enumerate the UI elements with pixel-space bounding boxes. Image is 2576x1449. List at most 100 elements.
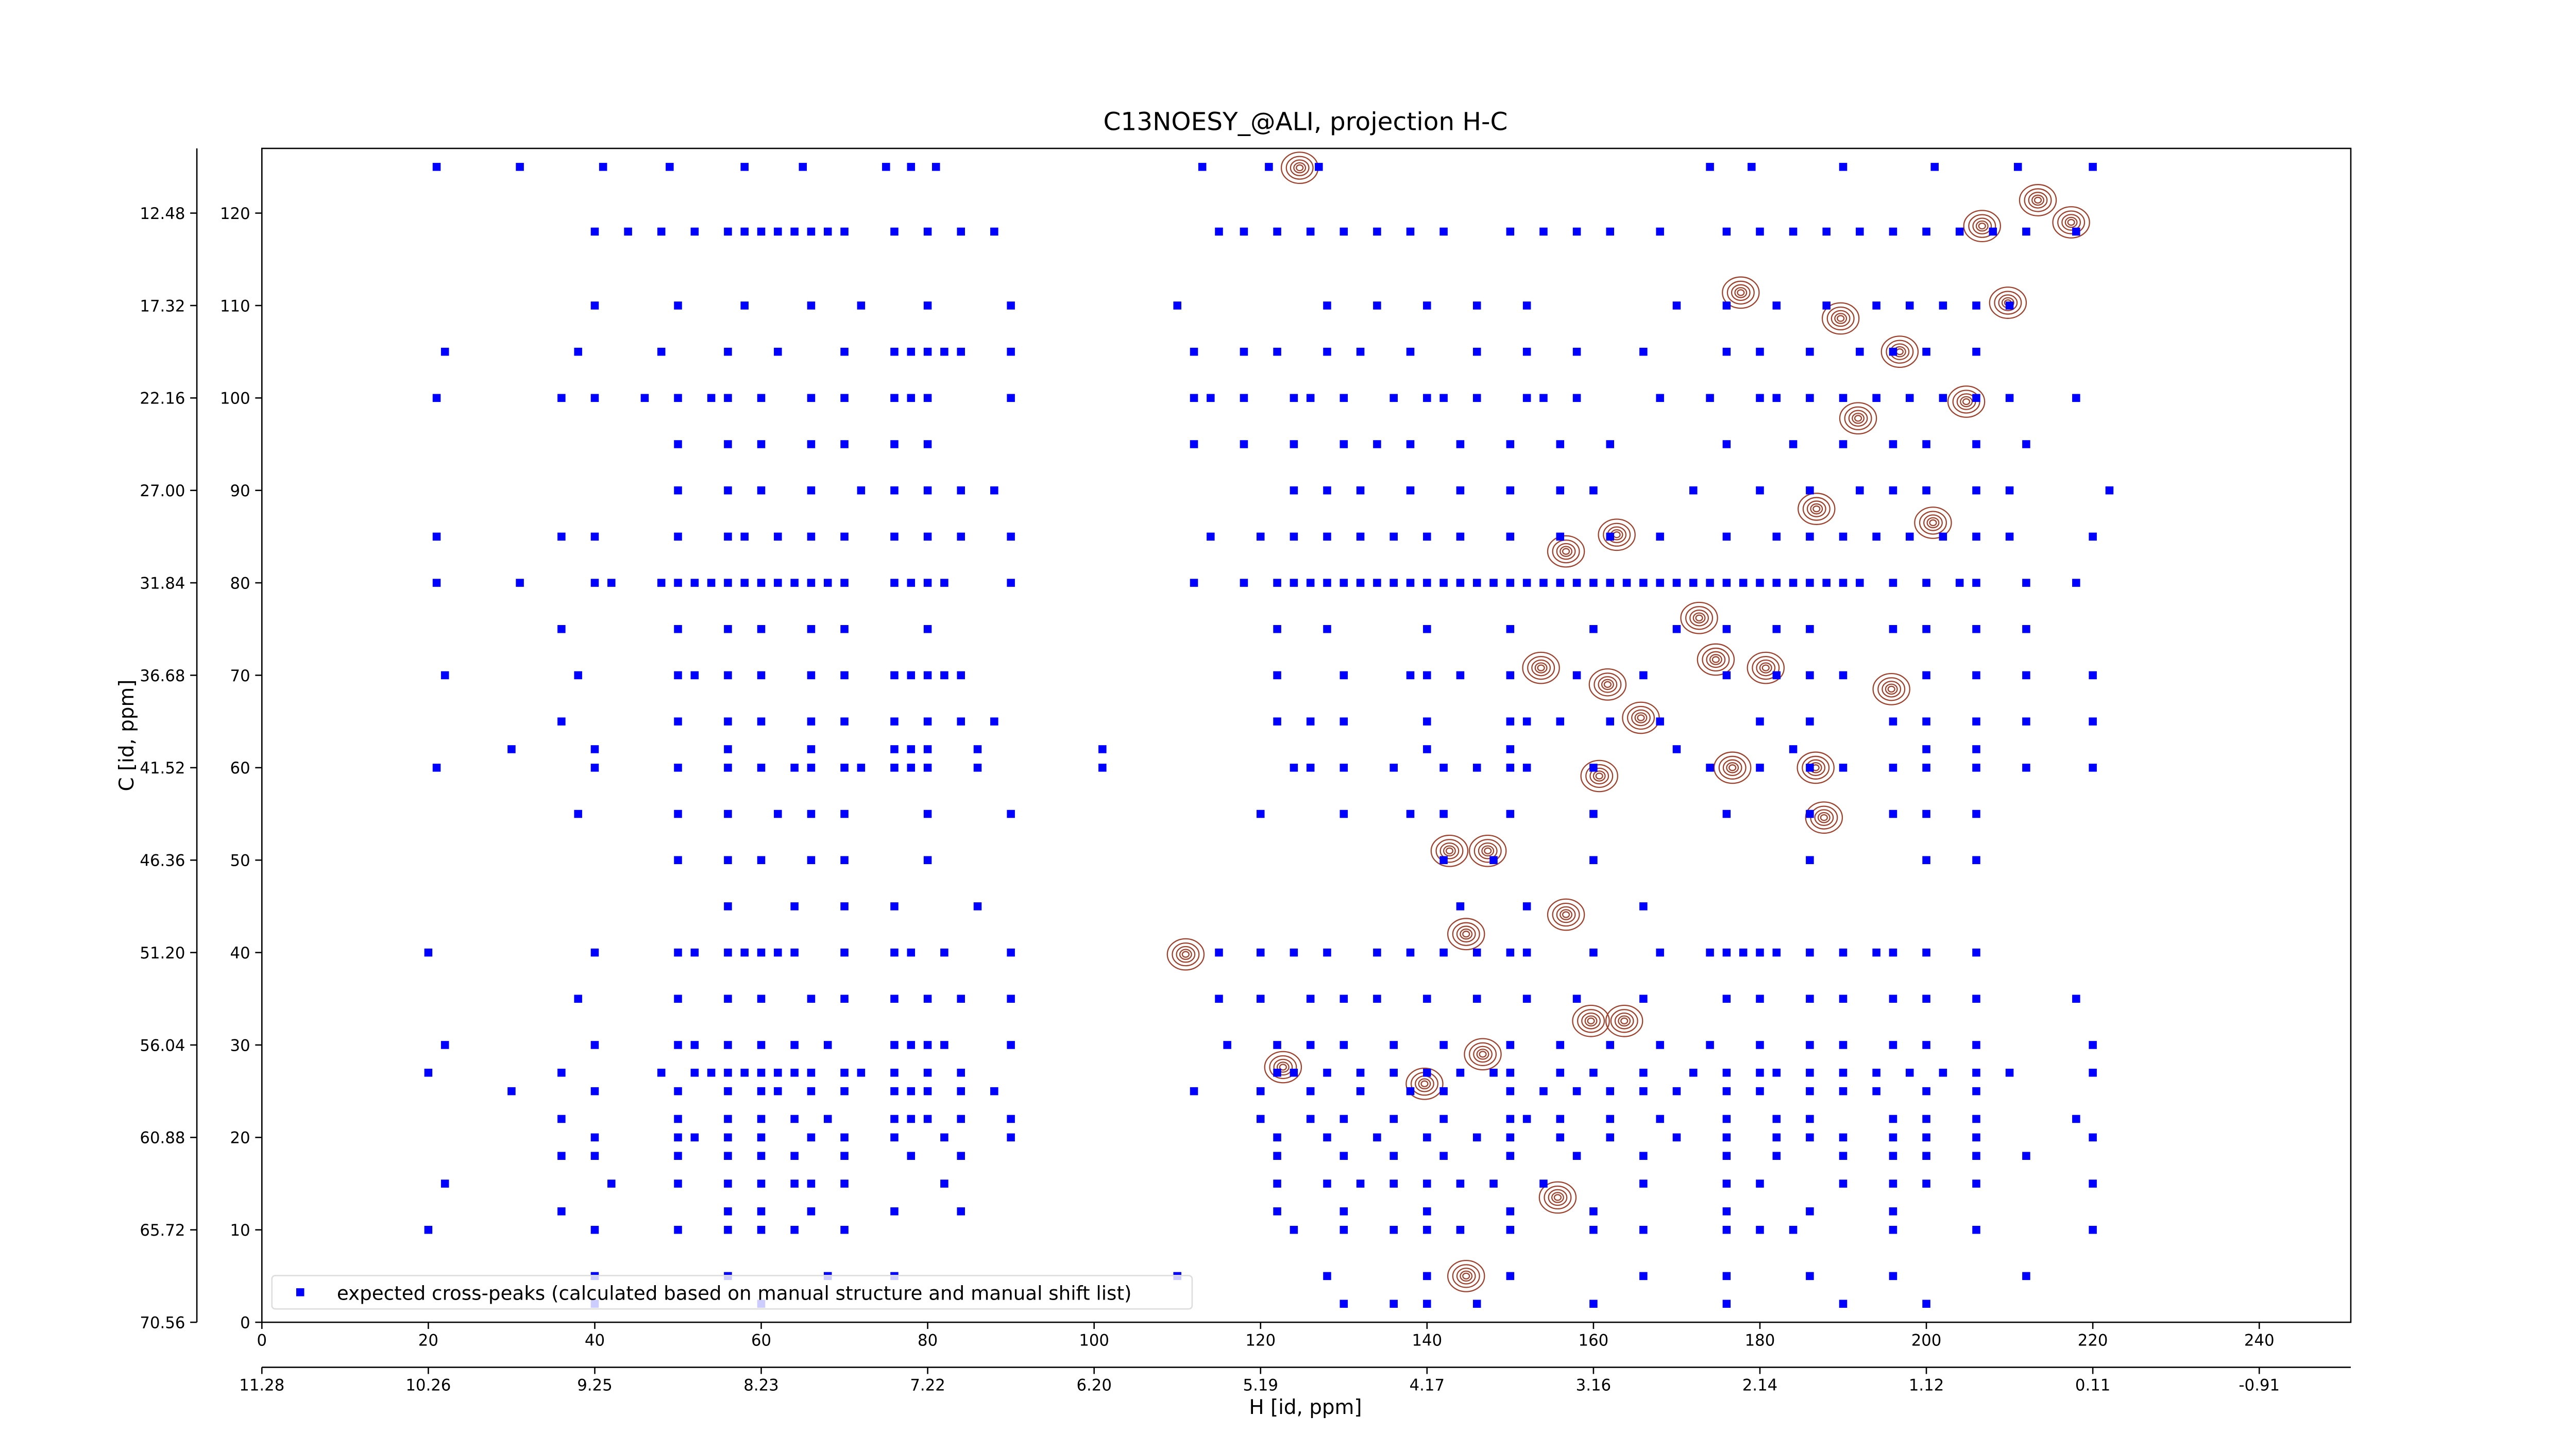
- cross-peak: [807, 1068, 816, 1077]
- cross-peak: [2022, 625, 2030, 633]
- cross-peak: [1789, 440, 1798, 448]
- cross-peak: [1340, 671, 1348, 680]
- cross-peak: [1290, 1068, 1298, 1077]
- cross-peak: [1922, 948, 1930, 957]
- cross-peak: [1340, 764, 1348, 772]
- cross-peak: [1939, 301, 1947, 310]
- cross-peak: [1672, 301, 1681, 310]
- cross-peak: [1472, 394, 1481, 402]
- c-ppm-tick-label: 46.36: [140, 852, 185, 870]
- cross-peak: [1789, 579, 1798, 587]
- cross-peak: [923, 532, 932, 541]
- cross-peak: [1789, 227, 1798, 236]
- contour-ring: [1614, 1013, 1634, 1030]
- contour-ring: [1885, 683, 1898, 695]
- cross-peak: [707, 394, 716, 402]
- contour-ring: [1172, 942, 1200, 967]
- cross-peak: [1722, 1225, 1731, 1234]
- cross-peak: [923, 856, 932, 864]
- cross-peak: [1306, 764, 1315, 772]
- cross-peak: [1889, 1225, 1897, 1234]
- contour-ring: [1581, 1013, 1601, 1030]
- contour-ring: [1882, 681, 1902, 698]
- cross-peak: [840, 1225, 849, 1234]
- contour-ring: [1814, 809, 1834, 826]
- cross-peak: [1806, 347, 1814, 356]
- cross-peak: [1772, 671, 1781, 680]
- contour-ring: [1820, 814, 1828, 821]
- cross-peak: [1323, 948, 1331, 957]
- contour-ring: [1848, 410, 1868, 427]
- contour-ring: [1759, 662, 1772, 673]
- cross-peak: [840, 856, 849, 864]
- cross-peak: [1323, 347, 1331, 356]
- cross-peak: [923, 301, 932, 310]
- cross-peak: [1356, 486, 1365, 495]
- contour-peak: [1797, 751, 1835, 784]
- contour-ring: [1914, 507, 1952, 539]
- cross-peak: [1256, 1087, 1265, 1096]
- cross-peak: [757, 1041, 766, 1049]
- cross-peak: [1706, 1041, 1714, 1049]
- contour-ring: [1695, 614, 1703, 621]
- cross-peak: [1839, 394, 1848, 402]
- cross-peak: [1190, 1087, 1198, 1096]
- cross-peak: [1606, 532, 1614, 541]
- cross-peak: [1756, 1225, 1764, 1234]
- contour-ring: [1802, 755, 1830, 780]
- cross-peak: [807, 486, 816, 495]
- cross-peak: [1922, 227, 1930, 236]
- contour-ring: [1469, 834, 1507, 867]
- cross-peak: [674, 625, 682, 633]
- contour-ring: [1547, 898, 1585, 931]
- cross-peak: [790, 1225, 799, 1234]
- cross-peak: [823, 1041, 832, 1049]
- cross-peak: [657, 227, 666, 236]
- contour-ring: [1589, 767, 1609, 785]
- cross-peak: [1806, 717, 1814, 726]
- cross-peak: [1606, 227, 1614, 236]
- cross-peak: [1639, 1152, 1648, 1160]
- cross-peak: [724, 1225, 732, 1234]
- cross-peak: [590, 394, 599, 402]
- contour-ring: [1462, 1272, 1470, 1280]
- cross-peak: [923, 1115, 932, 1123]
- cross-peak: [1456, 902, 1465, 911]
- cross-peak: [1290, 532, 1298, 541]
- x-tick-label: 80: [918, 1331, 938, 1350]
- cross-peak: [1656, 1041, 1664, 1049]
- cross-peak: [1290, 948, 1298, 957]
- cross-peak: [1506, 1115, 1515, 1123]
- contour-peak: [1430, 834, 1469, 867]
- cross-peak: [1506, 440, 1515, 448]
- cross-peak: [1889, 227, 1897, 236]
- cross-peak: [1972, 948, 1980, 957]
- cross-peak: [432, 163, 441, 171]
- contour-ring: [1637, 714, 1645, 721]
- cross-peak: [1439, 227, 1448, 236]
- cross-peak: [2005, 486, 2014, 495]
- cross-peak: [1306, 1087, 1315, 1096]
- cross-peak: [1706, 948, 1714, 957]
- contour-peak: [1464, 1038, 1502, 1071]
- contour-ring: [1689, 609, 1709, 627]
- cross-peak: [1889, 1272, 1897, 1280]
- cross-peak: [1273, 625, 1281, 633]
- h-ppm-tick-label: 10.26: [405, 1376, 451, 1395]
- cross-peak: [957, 1152, 965, 1160]
- contour-ring: [1562, 911, 1570, 918]
- cross-peak: [1589, 579, 1598, 587]
- cross-peak: [1340, 579, 1348, 587]
- cross-peak: [1506, 486, 1515, 495]
- cross-peak: [1922, 579, 1930, 587]
- contour-ring: [1577, 1009, 1605, 1033]
- cross-peak: [1506, 1133, 1515, 1142]
- cross-peak: [724, 625, 732, 633]
- contour-ring: [1692, 612, 1706, 624]
- cross-peak: [690, 1041, 699, 1049]
- cross-peak: [890, 1068, 899, 1077]
- cross-peak: [1756, 764, 1764, 772]
- cross-peak: [1706, 579, 1714, 587]
- cross-peak: [1506, 948, 1515, 957]
- contour-ring: [1587, 1017, 1595, 1024]
